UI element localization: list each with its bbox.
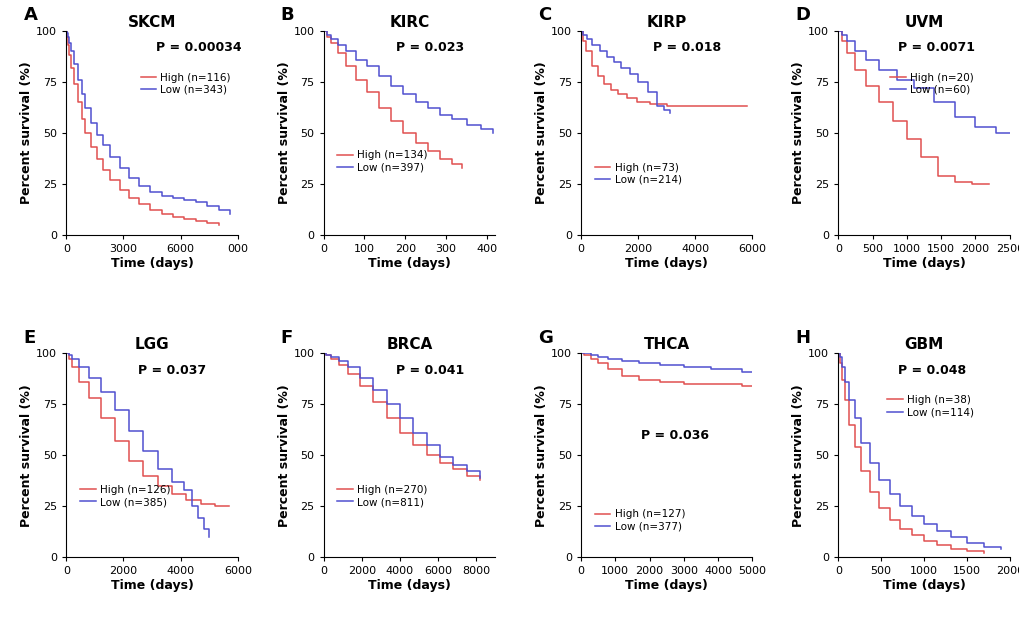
Y-axis label: Percent survival (%): Percent survival (%) [20, 61, 34, 204]
Text: E: E [23, 329, 36, 347]
Text: P = 0.036: P = 0.036 [640, 429, 708, 442]
Text: H: H [795, 329, 809, 347]
Y-axis label: Percent survival (%): Percent survival (%) [792, 384, 805, 527]
Text: P = 0.048: P = 0.048 [898, 363, 965, 376]
Y-axis label: Percent survival (%): Percent survival (%) [277, 384, 290, 527]
Text: P = 0.037: P = 0.037 [139, 363, 206, 376]
X-axis label: Time (days): Time (days) [368, 579, 450, 592]
Y-axis label: Percent survival (%): Percent survival (%) [792, 61, 805, 204]
X-axis label: Time (days): Time (days) [110, 257, 194, 270]
Text: B: B [280, 6, 294, 25]
Y-axis label: Percent survival (%): Percent survival (%) [277, 61, 290, 204]
Title: KIRC: KIRC [389, 15, 429, 30]
Legend: High (n=127), Low (n=377): High (n=127), Low (n=377) [594, 509, 685, 532]
Legend: High (n=116), Low (n=343): High (n=116), Low (n=343) [141, 73, 230, 95]
X-axis label: Time (days): Time (days) [625, 257, 707, 270]
Legend: High (n=134), Low (n=397): High (n=134), Low (n=397) [337, 150, 427, 173]
Y-axis label: Percent survival (%): Percent survival (%) [535, 384, 547, 527]
Title: BRCA: BRCA [386, 337, 432, 352]
X-axis label: Time (days): Time (days) [368, 257, 450, 270]
Legend: High (n=20), Low (n=60): High (n=20), Low (n=60) [890, 73, 973, 95]
Y-axis label: Percent survival (%): Percent survival (%) [20, 384, 34, 527]
X-axis label: Time (days): Time (days) [625, 579, 707, 592]
Text: P = 0.041: P = 0.041 [395, 363, 464, 376]
Legend: High (n=73), Low (n=214): High (n=73), Low (n=214) [594, 163, 681, 185]
Legend: High (n=126), Low (n=385): High (n=126), Low (n=385) [81, 485, 170, 507]
Text: C: C [538, 6, 550, 25]
X-axis label: Time (days): Time (days) [881, 579, 965, 592]
Title: LGG: LGG [135, 337, 169, 352]
Text: P = 0.00034: P = 0.00034 [155, 41, 240, 54]
Title: GBM: GBM [904, 337, 943, 352]
Text: F: F [280, 329, 292, 347]
Title: THCA: THCA [643, 337, 689, 352]
Text: P = 0.0071: P = 0.0071 [898, 41, 974, 54]
Title: SKCM: SKCM [127, 15, 176, 30]
Title: UVM: UVM [904, 15, 943, 30]
Title: KIRP: KIRP [646, 15, 686, 30]
Legend: High (n=38), Low (n=114): High (n=38), Low (n=114) [887, 395, 973, 417]
Text: A: A [23, 6, 38, 25]
Text: P = 0.018: P = 0.018 [652, 41, 720, 54]
Text: D: D [795, 6, 809, 25]
Text: P = 0.023: P = 0.023 [395, 41, 464, 54]
Text: G: G [538, 329, 552, 347]
Legend: High (n=270), Low (n=811): High (n=270), Low (n=811) [337, 485, 427, 507]
X-axis label: Time (days): Time (days) [881, 257, 965, 270]
Y-axis label: Percent survival (%): Percent survival (%) [535, 61, 547, 204]
X-axis label: Time (days): Time (days) [110, 579, 194, 592]
